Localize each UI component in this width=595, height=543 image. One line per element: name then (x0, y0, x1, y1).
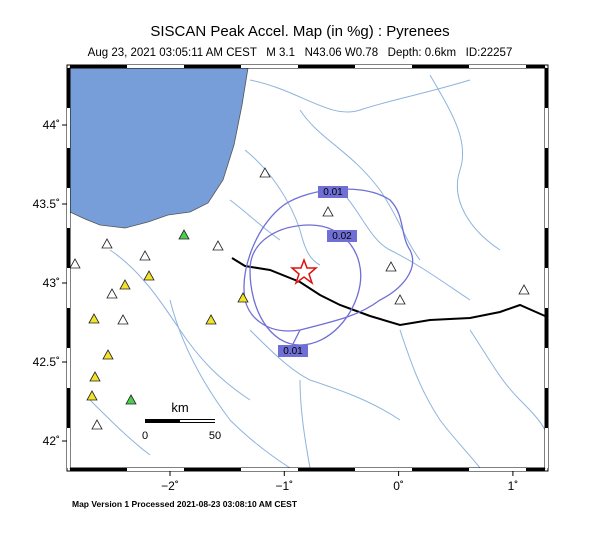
frame-segment (545, 68, 548, 108)
station (322, 206, 334, 217)
frame-segment (412, 65, 469, 68)
frame-segment (526, 65, 545, 68)
frame-segment (545, 348, 548, 388)
station (143, 270, 155, 281)
station (101, 238, 113, 249)
scale-label: 0 (142, 430, 148, 442)
frame-segment (545, 108, 548, 148)
map-frame (66, 64, 549, 472)
frame-segment (469, 65, 526, 68)
frame-segment (67, 428, 70, 468)
map-title: SISCAN Peak Accel. Map (in %g) : Pyrenee… (150, 23, 449, 40)
lon-tick-label: −2˚ (161, 479, 179, 493)
contour-label: 0.01 (283, 346, 303, 357)
station (89, 371, 101, 382)
lat-tick-label: 43.5˚ (33, 197, 60, 211)
frame-segment (412, 468, 469, 471)
frame-segment (526, 468, 545, 471)
frame-segment (70, 468, 127, 471)
frame-segment (545, 268, 548, 308)
frame-segment (241, 65, 298, 68)
frame-segment (545, 388, 548, 428)
frame-segment (545, 188, 548, 228)
frame-segment (355, 468, 412, 471)
lon-tick-label: −1˚ (275, 479, 293, 493)
frame-segment (545, 148, 548, 188)
frame-segment (355, 65, 412, 68)
lon-tick-label: 0˚ (393, 479, 404, 493)
station (212, 240, 224, 251)
frame-segment (67, 308, 70, 348)
frame-segment (67, 148, 70, 188)
station (259, 167, 271, 178)
frame-segment (70, 65, 127, 68)
station (139, 250, 151, 261)
map-subtitle: Aug 23, 2021 03:05:11 AM CEST M 3.1 N43.… (88, 47, 513, 59)
station (178, 229, 190, 240)
station (119, 279, 131, 290)
frame-segment (67, 268, 70, 308)
frame-segment (298, 65, 355, 68)
frame-segment (67, 228, 70, 268)
contour-002 (249, 224, 362, 346)
contour-label: 0.02 (332, 231, 352, 242)
scale-unit: km (171, 400, 188, 415)
ocean (69, 67, 249, 229)
station (106, 288, 118, 299)
frame-segment (545, 308, 548, 348)
frame-segment (67, 188, 70, 228)
frame-segment (298, 468, 355, 471)
rivers (89, 74, 546, 469)
frame-segment (67, 348, 70, 388)
station (385, 261, 397, 272)
station (237, 292, 249, 303)
frame-segment (545, 228, 548, 268)
station (86, 390, 98, 401)
lat-tick-label: 43˚ (43, 276, 60, 290)
epicenter (289, 257, 319, 286)
station (394, 294, 406, 305)
frame-segment (241, 468, 298, 471)
lat-tick-label: 42.5˚ (33, 355, 60, 369)
lat-tick-label: 44˚ (43, 118, 60, 132)
frame-segment (469, 468, 526, 471)
frame-segment (127, 468, 184, 471)
station (69, 258, 81, 269)
lat-tick-label: 42˚ (43, 434, 60, 448)
frame-segment (67, 68, 70, 108)
station (102, 349, 114, 360)
frame-segment (545, 428, 548, 468)
frame-segment (184, 65, 241, 68)
frame-segment (67, 108, 70, 148)
lon-tick-label: 1˚ (508, 479, 519, 493)
contour-label-box (327, 230, 357, 242)
station (117, 314, 129, 325)
station (125, 394, 137, 405)
frame-segment (184, 468, 241, 471)
station (88, 313, 100, 324)
frame-segment (127, 65, 184, 68)
contour-label-box (278, 345, 308, 357)
map-area: 0.01 0.02 0.01 km 0 50 (69, 67, 546, 469)
contour-label-box (318, 186, 348, 198)
scale-label: 50 (209, 430, 221, 442)
border (231, 257, 546, 327)
station (518, 284, 530, 295)
station (205, 314, 217, 325)
footer: Map Version 1 Processed 2021-08-23 03:08… (72, 499, 298, 509)
station (91, 419, 103, 430)
scale-bar: km 0 50 (142, 400, 221, 442)
axis-ticks: 44˚ 43.5˚ 43˚ 42.5˚ 42˚ −2˚ −1˚ 0˚ 1˚ (33, 118, 519, 493)
contour-label: 0.01 (323, 187, 343, 198)
frame-segment (67, 388, 70, 428)
stations (69, 167, 530, 430)
